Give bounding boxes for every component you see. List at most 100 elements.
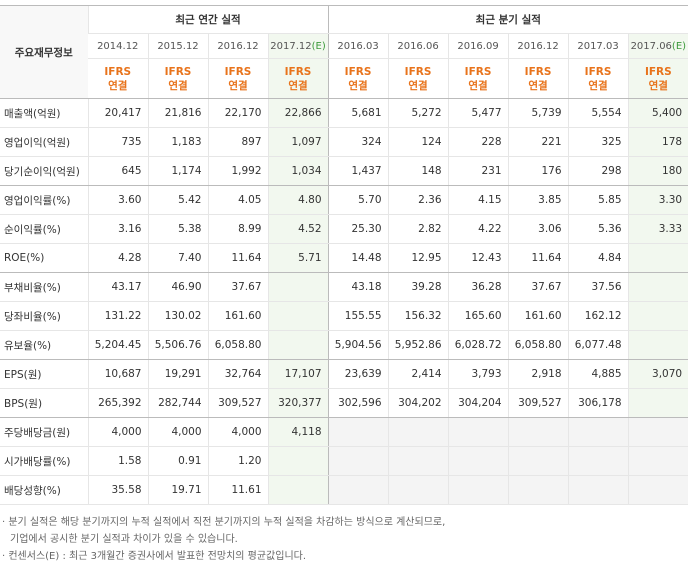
- basis: IFRS: [524, 65, 552, 78]
- basis: 연결: [648, 79, 668, 92]
- value-cell: 155.55: [327, 301, 389, 331]
- data-row: 부채비율(%) 43.17 46.90 37.67 43.18 39.28 36.28 37.…: [0, 272, 689, 302]
- column-date: 2016.03: [327, 33, 389, 59]
- row-label: ROE(%): [0, 243, 88, 273]
- value-cell: [507, 446, 569, 476]
- column-basis: IFRS 연결: [387, 58, 449, 99]
- data-row: 영업이익(억원) 735 1,183 897 1,097 324 124 228 221 325 1…: [0, 127, 689, 157]
- row-label: 영업이익(억원): [0, 127, 88, 157]
- value-cell: 180: [627, 156, 689, 186]
- basis: 연결: [288, 79, 308, 92]
- value-cell: 5.36: [567, 214, 629, 244]
- note-line: 기업에서 공시한 분기 실적과 차이가 있을 수 있습니다.: [10, 534, 238, 545]
- value-cell: 14.48: [327, 243, 389, 273]
- column-basis: IFRS 연결: [327, 58, 389, 99]
- data-row: 시가배당률(%) 1.58 0.91 1.20: [0, 446, 689, 476]
- row-label: 당기순이익(억원): [0, 156, 88, 186]
- value-cell: 3.60: [87, 185, 148, 215]
- value-cell: 36.28: [447, 272, 509, 302]
- basis: IFRS: [224, 65, 252, 78]
- value-cell: 130.02: [147, 301, 208, 331]
- date: 2015.12: [157, 40, 199, 52]
- value-cell: 2.36: [387, 185, 449, 215]
- value-cell: 178: [627, 127, 689, 157]
- row-label: BPS(원): [0, 388, 88, 418]
- value-cell: 1,174: [147, 156, 208, 186]
- column-basis: IFRS 연결: [567, 58, 629, 99]
- value-cell: 4,000: [207, 417, 268, 447]
- value-cell: 43.17: [87, 272, 148, 302]
- value-cell: 324: [327, 127, 389, 157]
- value-cell: 6,028.72: [447, 330, 509, 360]
- value-cell: 4.80: [267, 185, 329, 215]
- value-cell: [447, 446, 509, 476]
- column-basis: IFRS 연결: [88, 58, 148, 99]
- value-cell: 32,764: [207, 359, 268, 389]
- value-cell: 265,392: [87, 388, 148, 418]
- value-cell: 19,291: [147, 359, 208, 389]
- column-basis: IFRS 연결: [147, 58, 208, 99]
- column-basis: IFRS 연결: [627, 58, 689, 99]
- value-cell: 3.16: [87, 214, 148, 244]
- value-cell: [507, 417, 569, 447]
- value-cell: 124: [387, 127, 449, 157]
- basis: IFRS: [284, 65, 312, 78]
- value-cell: [627, 446, 689, 476]
- value-cell: 2,414: [387, 359, 449, 389]
- value-cell: 5.42: [147, 185, 208, 215]
- column-date: 2016.06: [387, 33, 449, 59]
- value-cell: [627, 301, 689, 331]
- header-row: 주요재무정보 최근 연간 실적 최근 분기 실적: [0, 5, 689, 99]
- value-cell: 231: [447, 156, 509, 186]
- row-label: 주당배당금(원): [0, 417, 88, 447]
- value-cell: 5,739: [507, 98, 569, 128]
- value-cell: [567, 417, 629, 447]
- value-cell: 221: [507, 127, 569, 157]
- value-cell: 12.43: [447, 243, 509, 273]
- column-basis: IFRS 연결: [267, 58, 329, 99]
- value-cell: 162.12: [567, 301, 629, 331]
- basis: 연결: [168, 79, 188, 92]
- row-label: EPS(원): [0, 359, 88, 389]
- value-cell: 4.84: [567, 243, 629, 273]
- basis: 연결: [348, 79, 368, 92]
- value-cell: 228: [447, 127, 509, 157]
- value-cell: 5,681: [327, 98, 389, 128]
- data-row: 영업이익률(%) 3.60 5.42 4.05 4.80 5.70 2.36 4.15 3.85…: [0, 185, 689, 215]
- data-row: 주당배당금(원) 4,000 4,000 4,000 4,118: [0, 417, 689, 447]
- value-cell: 5,952.86: [387, 330, 449, 360]
- date: 2016.06: [397, 40, 439, 52]
- data-row: 당기순이익(억원) 645 1,174 1,992 1,034 1,437 148 231 17…: [0, 156, 689, 186]
- value-cell: 3,070: [627, 359, 689, 389]
- column-date: 2017.03: [567, 33, 629, 59]
- value-cell: 161.60: [207, 301, 268, 331]
- value-cell: 302,596: [327, 388, 389, 418]
- value-cell: 131.22: [87, 301, 148, 331]
- date: 2016.12: [217, 40, 259, 52]
- value-cell: 1,437: [327, 156, 389, 186]
- value-cell: 306,178: [567, 388, 629, 418]
- value-cell: 5,506.76: [147, 330, 208, 360]
- value-cell: 320,377: [267, 388, 329, 418]
- value-cell: [627, 330, 689, 360]
- value-cell: 3.85: [507, 185, 569, 215]
- basis: 연결: [588, 79, 608, 92]
- row-label: 시가배당률(%): [0, 446, 88, 476]
- column-date: 2017.12(E): [267, 33, 329, 59]
- basis: 연결: [408, 79, 428, 92]
- value-cell: 23,639: [327, 359, 389, 389]
- group-header: 최근 분기 실적: [327, 5, 689, 34]
- basis: IFRS: [464, 65, 492, 78]
- value-cell: 37.56: [567, 272, 629, 302]
- value-cell: [387, 446, 449, 476]
- value-cell: 6,077.48: [567, 330, 629, 360]
- value-cell: 35.58: [87, 475, 148, 505]
- value-cell: 309,527: [507, 388, 569, 418]
- value-cell: 37.67: [207, 272, 268, 302]
- value-cell: 5,554: [567, 98, 629, 128]
- value-cell: 4.15: [447, 185, 509, 215]
- value-cell: 2,918: [507, 359, 569, 389]
- column-date: 2017.06(E): [627, 33, 689, 59]
- value-cell: 21,816: [147, 98, 208, 128]
- column-basis: IFRS 연결: [447, 58, 509, 99]
